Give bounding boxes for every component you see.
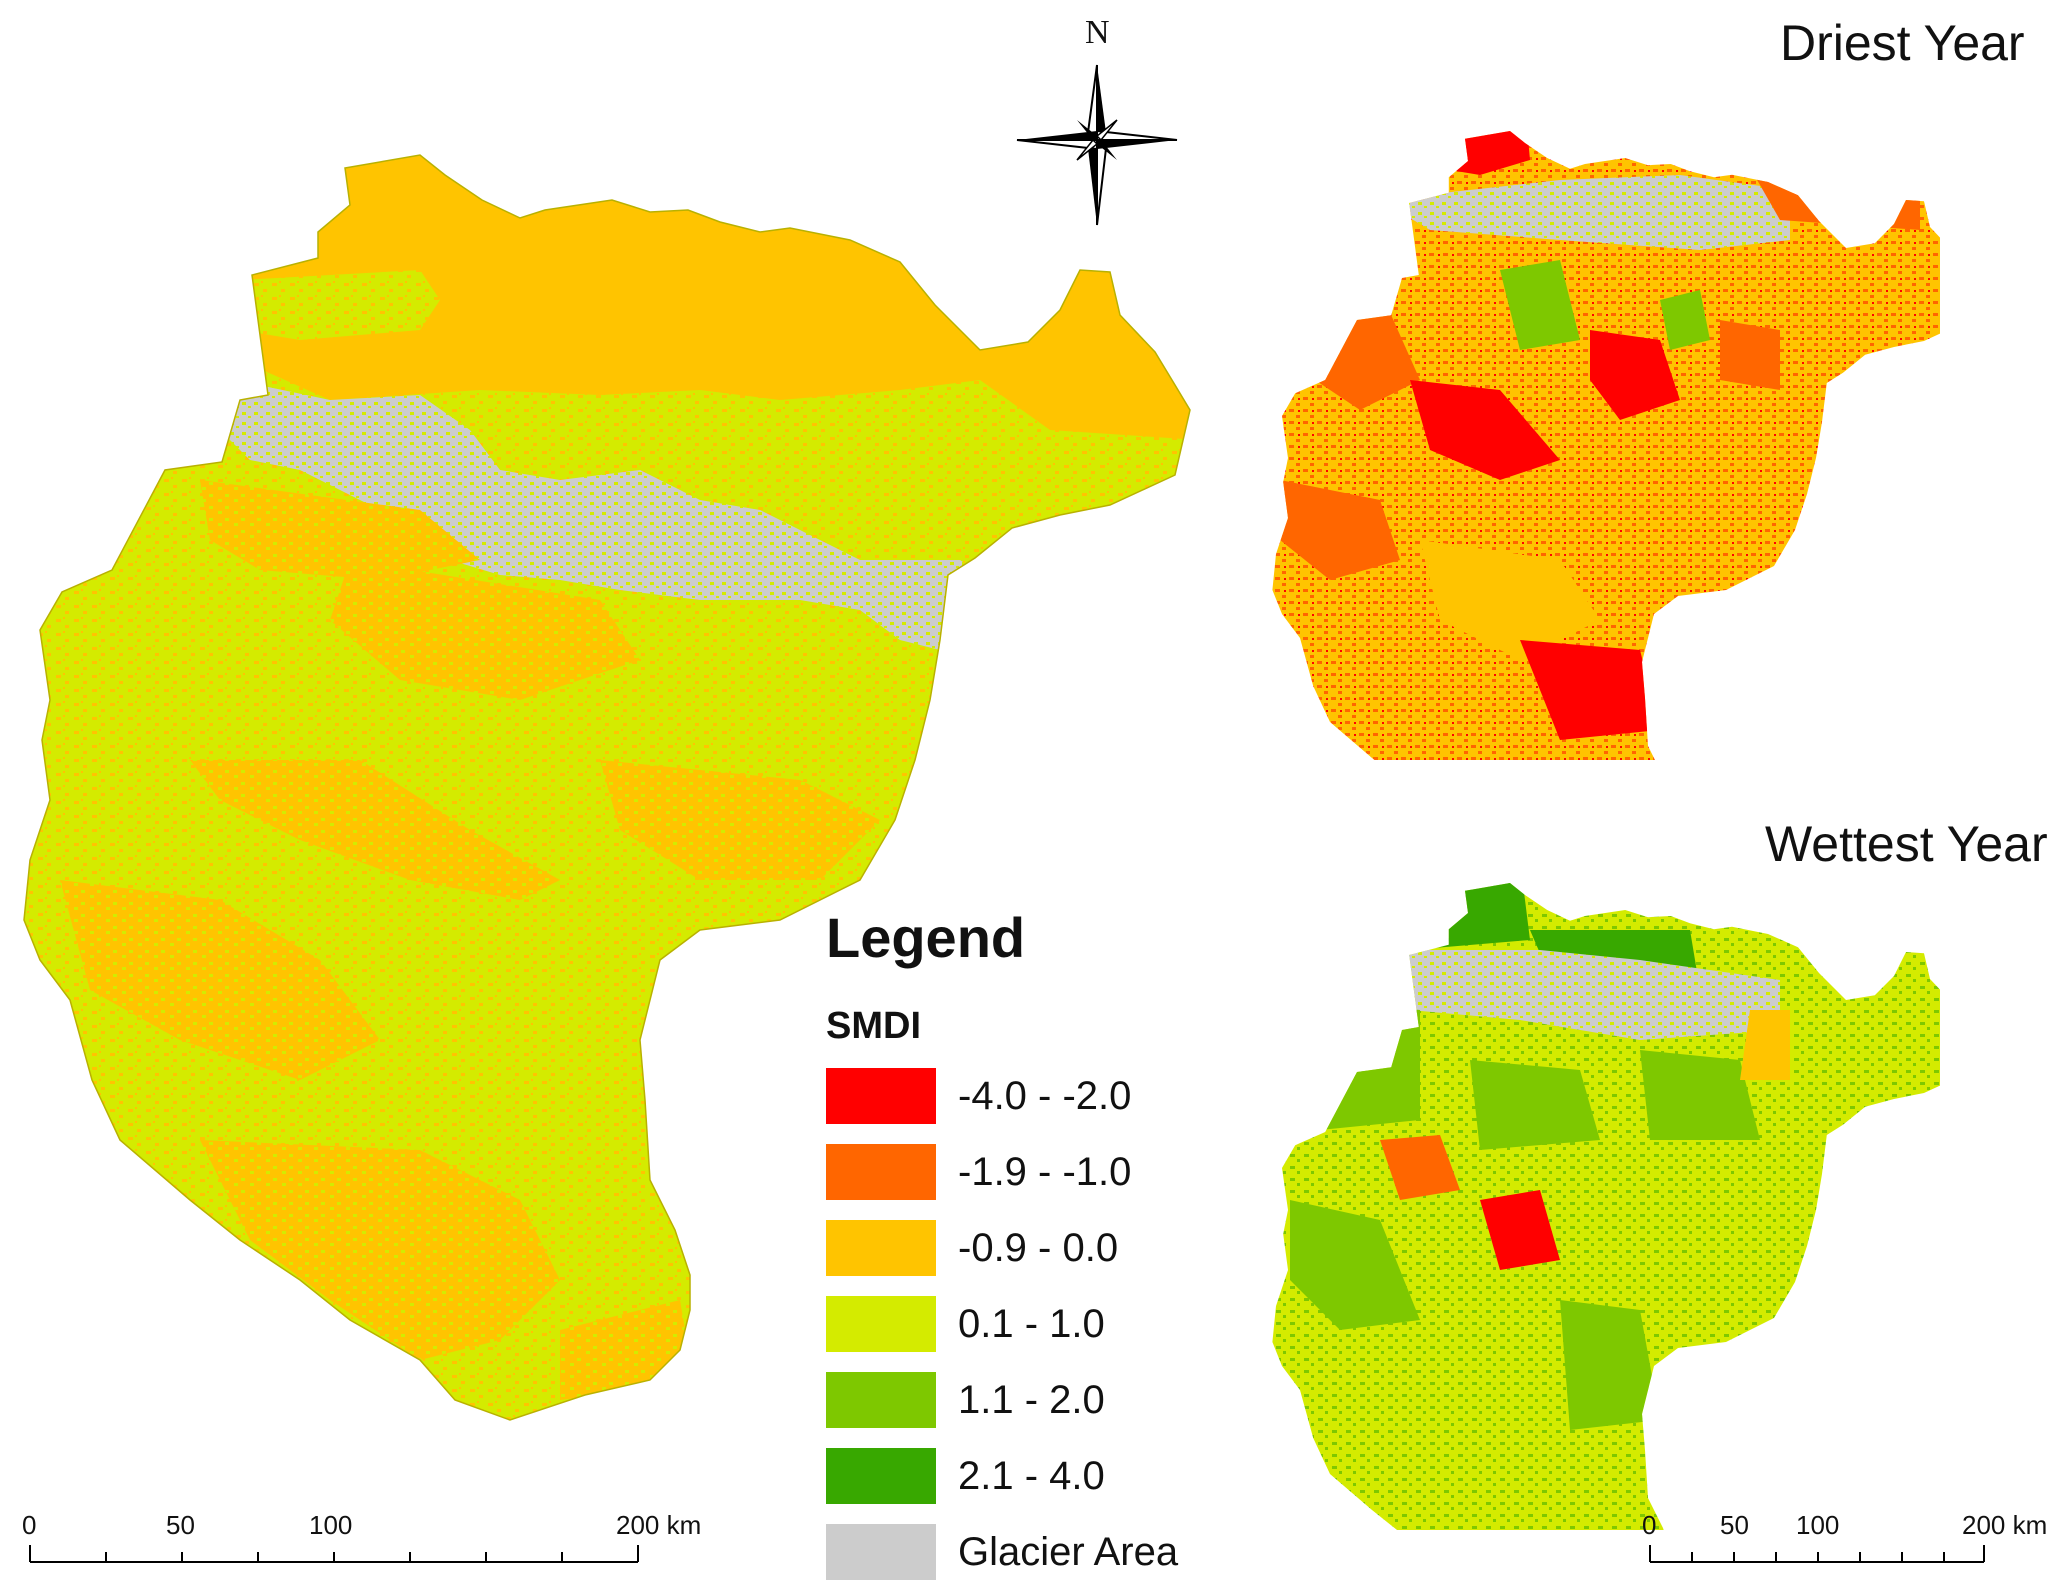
legend-swatch-red <box>826 1068 936 1124</box>
main-scale-label: 200 km <box>616 1510 702 1540</box>
legend-item-label: 0.1 - 1.0 <box>958 1302 1105 1346</box>
inset-scale-label: 0 <box>1642 1510 1657 1540</box>
inset-scale-label: 200 km <box>1962 1510 2048 1540</box>
legend-heading: Legend <box>826 906 1026 969</box>
legend-swatch-green <box>826 1448 936 1504</box>
driest-year-title: Driest Year <box>1780 15 2025 71</box>
legend-swatch-yellow-green <box>826 1296 936 1352</box>
north-label: N <box>1085 14 1110 51</box>
inset-scale-bar <box>1649 1545 1985 1563</box>
north-arrow <box>1016 64 1178 226</box>
legend-item-label: Glacier Area <box>958 1530 1179 1574</box>
legend-item-label: -4.0 - -2.0 <box>958 1074 1132 1118</box>
legend-swatch-orange <box>826 1220 936 1276</box>
legend-item-label: -0.9 - 0.0 <box>958 1226 1119 1270</box>
main-scale-label: 100 <box>309 1510 353 1540</box>
main-scale-label: 50 <box>166 1510 195 1540</box>
wettest-year-title: Wettest Year <box>1765 816 2048 872</box>
legend-swatch-light-green <box>826 1372 936 1428</box>
inset-scale-label: 100 <box>1796 1510 1840 1540</box>
compass-rose-icon <box>1016 64 1178 226</box>
legend-swatch-glacier <box>826 1524 936 1580</box>
legend-item-label: 2.1 - 4.0 <box>958 1454 1105 1498</box>
legend-item-label: 1.1 - 2.0 <box>958 1378 1105 1422</box>
legend-swatch-dark-orange <box>826 1144 936 1200</box>
inset-scale-label: 50 <box>1720 1510 1749 1540</box>
main-scale-bar <box>29 1545 639 1563</box>
main-scale-label: 0 <box>22 1510 37 1540</box>
driest-year-map <box>1272 131 1940 760</box>
legend-item-label: -1.9 - -1.0 <box>958 1150 1132 1194</box>
wettest-year-map <box>1272 883 1940 1530</box>
legend-subheading: SMDI <box>826 1005 921 1047</box>
